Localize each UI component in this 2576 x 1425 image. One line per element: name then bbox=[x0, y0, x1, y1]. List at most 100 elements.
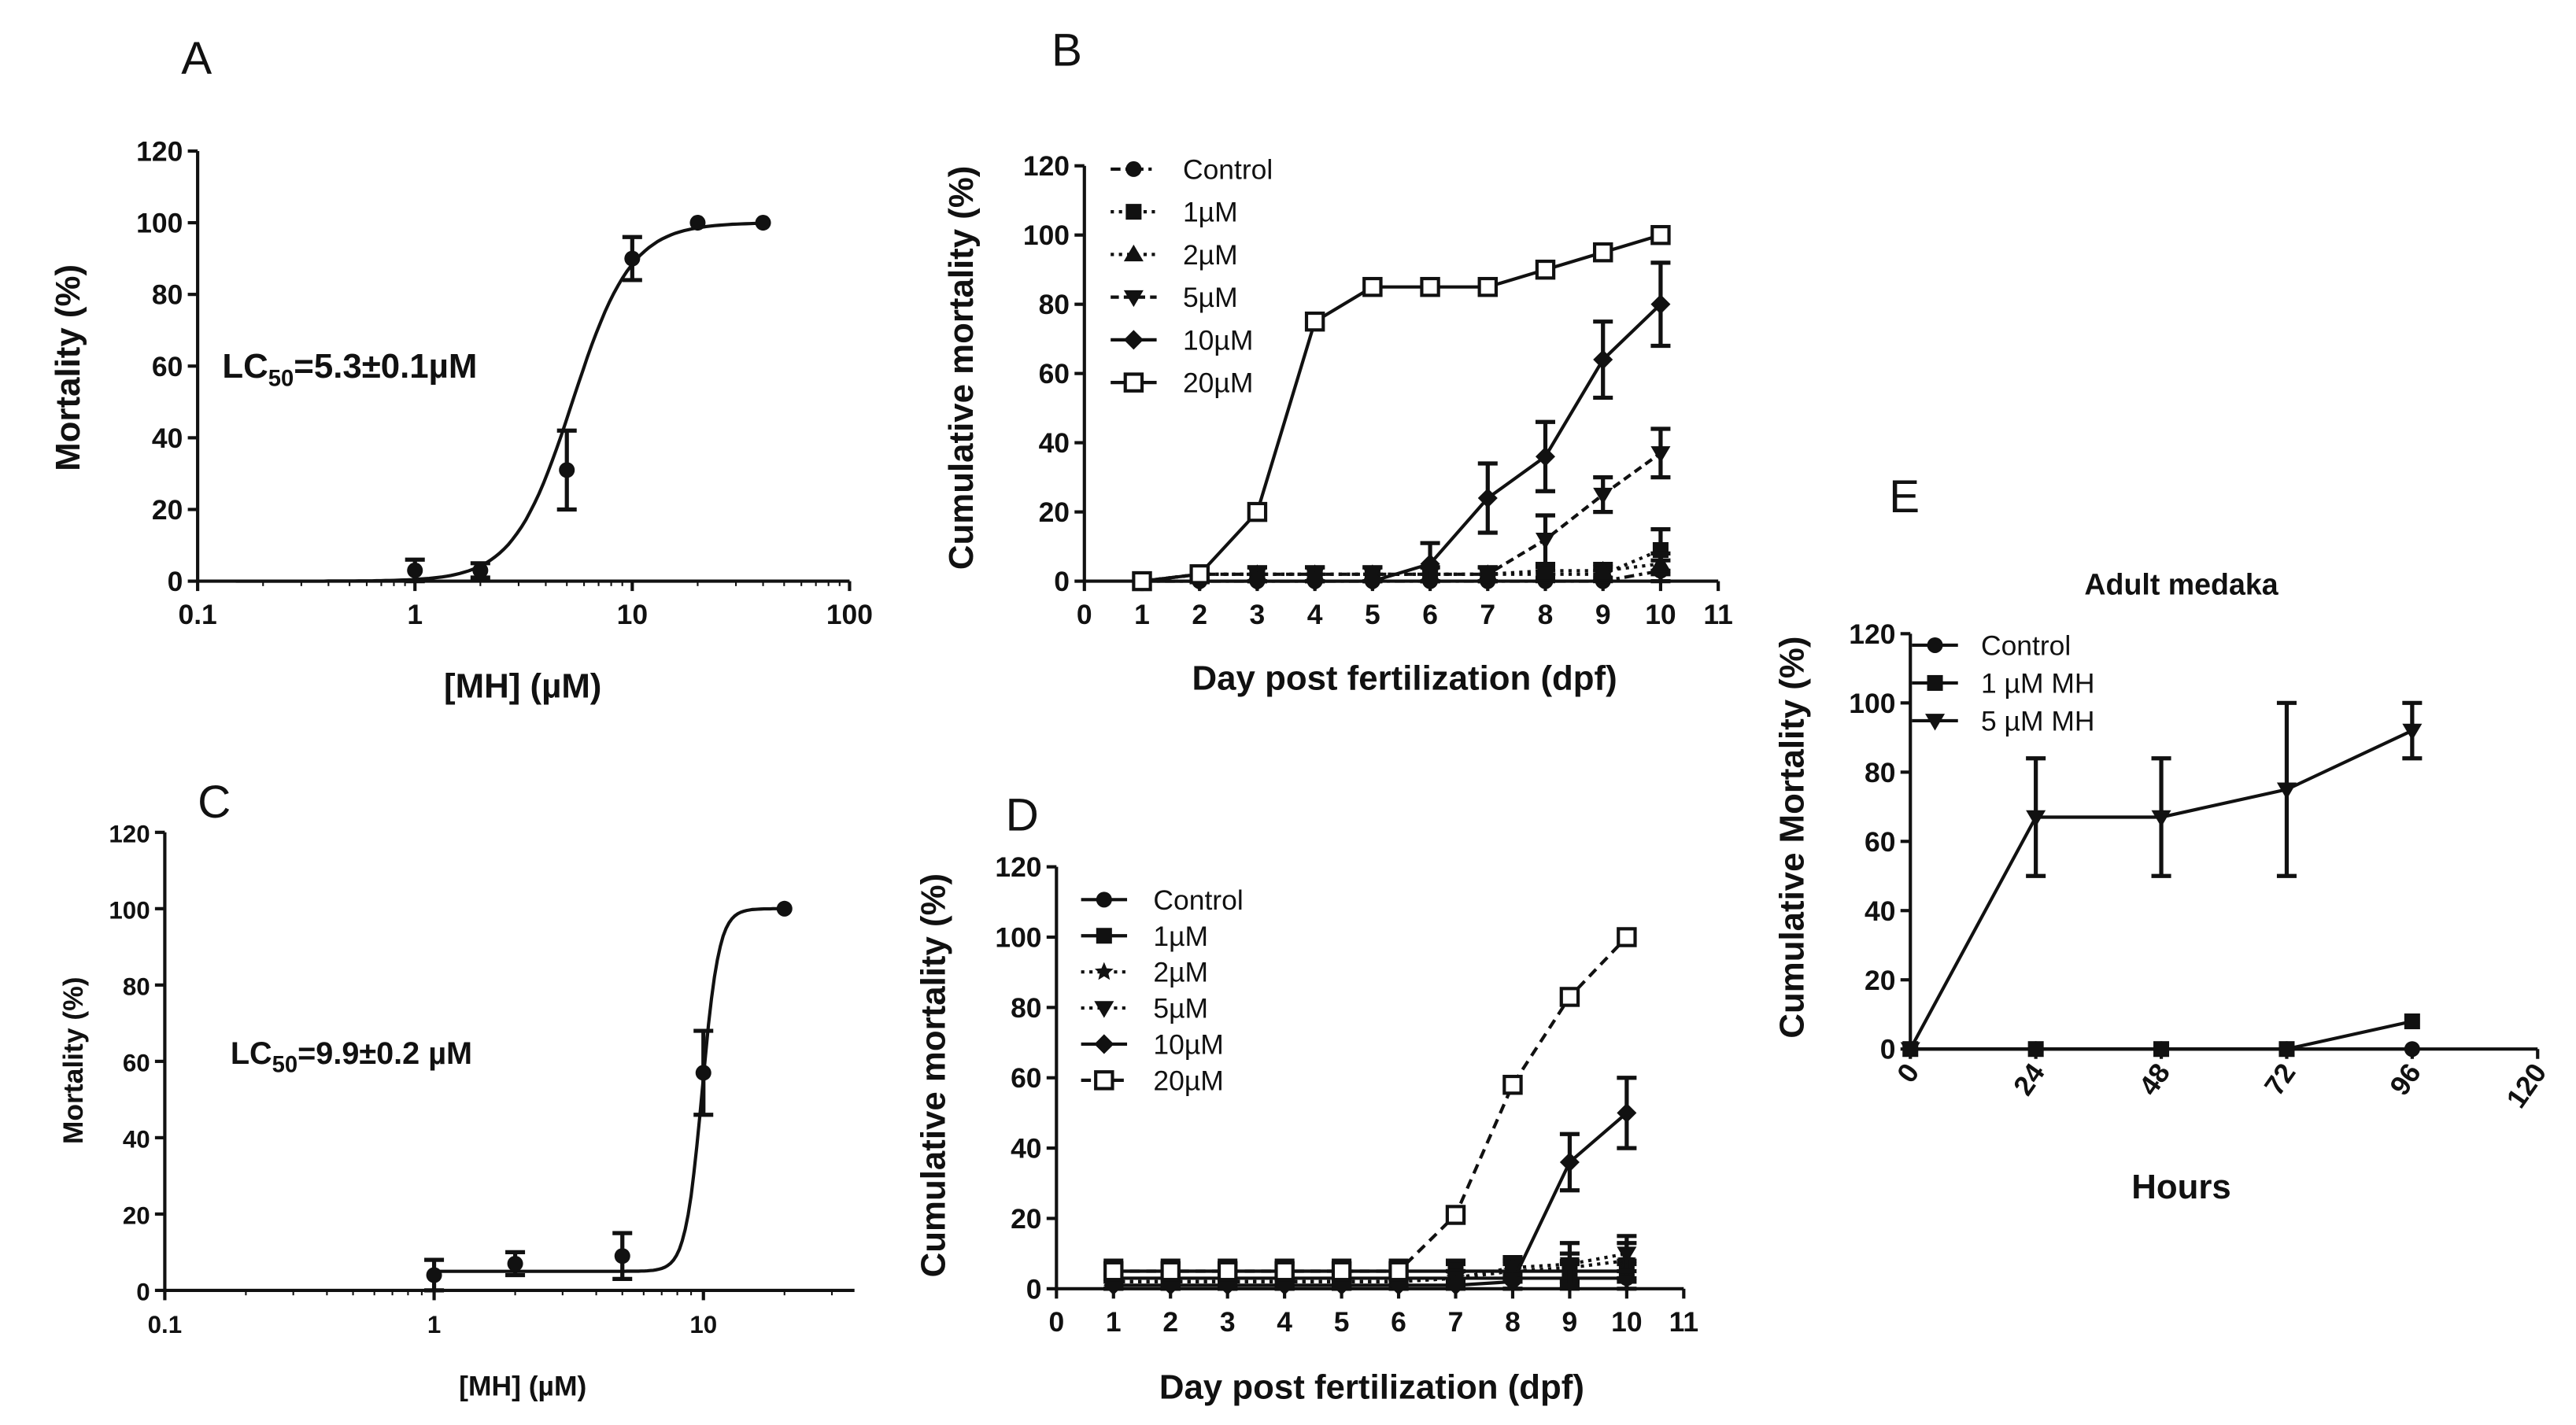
lc50-subscript: 50 bbox=[272, 1052, 298, 1077]
y-tick-label: 120 bbox=[995, 851, 1041, 883]
x-tick-label: 11 bbox=[1703, 599, 1732, 630]
data-point bbox=[1559, 1257, 1580, 1275]
series-mh bbox=[424, 900, 793, 1293]
panel-label: E bbox=[1889, 471, 1920, 522]
data-point bbox=[1160, 1261, 1181, 1282]
x-tick-label: 7 bbox=[1448, 1306, 1464, 1338]
data-point bbox=[1217, 1261, 1238, 1282]
y-tick-label: 60 bbox=[152, 351, 183, 382]
marker-circle bbox=[1125, 161, 1142, 177]
data-point bbox=[1331, 1261, 1352, 1282]
marker-circle bbox=[1927, 637, 1943, 653]
y-tick-label: 60 bbox=[123, 1049, 150, 1076]
y-axis-label: Cumulative mortality (%) bbox=[914, 873, 952, 1277]
x-tick-label: 9 bbox=[1562, 1306, 1578, 1338]
data-point bbox=[407, 562, 423, 578]
x-tick-label: 0 bbox=[1048, 1306, 1064, 1338]
x-tick-label: 0 bbox=[1077, 599, 1092, 630]
data-point bbox=[2151, 810, 2171, 828]
legend-label: 1µM bbox=[1183, 197, 1238, 228]
series-5mmh bbox=[1900, 700, 2423, 1059]
legend-label: 1µM bbox=[1153, 921, 1208, 952]
x-tick-label: 10 bbox=[1611, 1306, 1642, 1338]
data-point bbox=[695, 1065, 711, 1081]
y-axis-label: Mortality (%) bbox=[57, 976, 89, 1144]
y-tick-label: 100 bbox=[1849, 688, 1895, 719]
data-point bbox=[614, 1248, 630, 1264]
data-point bbox=[1593, 487, 1613, 505]
y-tick-label: 80 bbox=[1011, 992, 1041, 1024]
data-point bbox=[1388, 1261, 1409, 1282]
data-point bbox=[1650, 554, 1671, 571]
y-tick-label: 120 bbox=[1023, 150, 1070, 182]
data-point bbox=[2027, 1041, 2044, 1058]
marker-square bbox=[1125, 204, 1142, 220]
data-point bbox=[1535, 259, 1556, 280]
series-20m bbox=[1132, 224, 1671, 592]
data-point bbox=[689, 215, 706, 231]
marker-diamond bbox=[1123, 330, 1144, 350]
data-point bbox=[2026, 810, 2046, 828]
data-point bbox=[1535, 446, 1556, 467]
x-tick-label: 11 bbox=[1669, 1306, 1698, 1338]
y-tick-label: 40 bbox=[1011, 1133, 1041, 1165]
data-point bbox=[1189, 564, 1210, 585]
legend-label: 20µM bbox=[1183, 367, 1253, 399]
x-axis-label: [MH] (µM) bbox=[459, 1370, 586, 1401]
data-point bbox=[1477, 276, 1499, 297]
y-tick-label: 0 bbox=[1880, 1034, 1896, 1065]
x-tick-label: 1 bbox=[407, 599, 423, 630]
y-tick-label: 20 bbox=[123, 1202, 150, 1229]
x-tick-label: 10 bbox=[617, 599, 648, 630]
y-tick-label: 0 bbox=[168, 566, 183, 597]
data-point bbox=[1592, 242, 1613, 263]
series-line bbox=[1141, 452, 1662, 583]
y-tick-label: 40 bbox=[152, 423, 183, 454]
panel-A: A 0 20 40 60 80 100 120 0.1 1 10 100 [MH] (µM) Mortal… bbox=[49, 33, 873, 706]
y-tick-label: 20 bbox=[1011, 1203, 1041, 1235]
fit-curve bbox=[434, 906, 785, 1273]
legend-label: 2µM bbox=[1153, 957, 1208, 988]
x-tick-label: 0.1 bbox=[178, 599, 216, 630]
data-point bbox=[1617, 927, 1637, 947]
panel-label: C bbox=[198, 777, 231, 828]
x-tick-label: 0.1 bbox=[148, 1311, 182, 1338]
series-line bbox=[1141, 303, 1662, 583]
data-point bbox=[1535, 560, 1556, 578]
x-tick-label: 48 bbox=[2133, 1058, 2176, 1101]
x-tick-label: 10 bbox=[1645, 599, 1676, 630]
y-axis-label: Cumulative mortality (%) bbox=[942, 166, 981, 570]
y-tick-label: 60 bbox=[1011, 1062, 1041, 1094]
legend-label: 10µM bbox=[1183, 324, 1253, 356]
data-point bbox=[1559, 987, 1580, 1007]
series-10m bbox=[1103, 1076, 1637, 1295]
series-1mmh bbox=[1902, 1013, 2420, 1058]
data-point bbox=[1445, 1205, 1466, 1225]
x-axis-label: Hours bbox=[2131, 1168, 2231, 1206]
lc50-annotation: LC50=5.3±0.1µM bbox=[222, 347, 477, 391]
y-tick-label: 80 bbox=[1865, 757, 1895, 788]
legend-label: Control bbox=[1183, 153, 1273, 185]
x-tick-label: 24 bbox=[2007, 1058, 2051, 1101]
data-point bbox=[1650, 446, 1671, 463]
x-axis-label: [MH] (µM) bbox=[444, 667, 601, 706]
data-point bbox=[1420, 276, 1440, 297]
x-tick-label: 3 bbox=[1250, 599, 1266, 630]
x-axis-label: Day post fertilization (dpf) bbox=[1159, 1368, 1584, 1407]
lc50-value: =9.9±0.2 µM bbox=[298, 1036, 472, 1071]
series-line bbox=[1141, 233, 1661, 583]
x-tick-label: 4 bbox=[1277, 1306, 1292, 1338]
x-tick-label: 8 bbox=[1505, 1306, 1521, 1338]
y-tick-label: 20 bbox=[1865, 965, 1895, 996]
data-point bbox=[2278, 1041, 2295, 1058]
y-tick-label: 20 bbox=[152, 494, 183, 526]
marker-diamond bbox=[1094, 1034, 1114, 1054]
data-point bbox=[1593, 349, 1613, 370]
x-tick-label: 72 bbox=[2258, 1058, 2301, 1101]
lc50-subscript: 50 bbox=[268, 366, 294, 391]
y-tick-label: 0 bbox=[136, 1278, 150, 1305]
data-point bbox=[1305, 571, 1325, 592]
x-tick-label: 96 bbox=[2384, 1058, 2427, 1101]
panel-label: A bbox=[181, 33, 212, 84]
data-point bbox=[1132, 570, 1152, 592]
